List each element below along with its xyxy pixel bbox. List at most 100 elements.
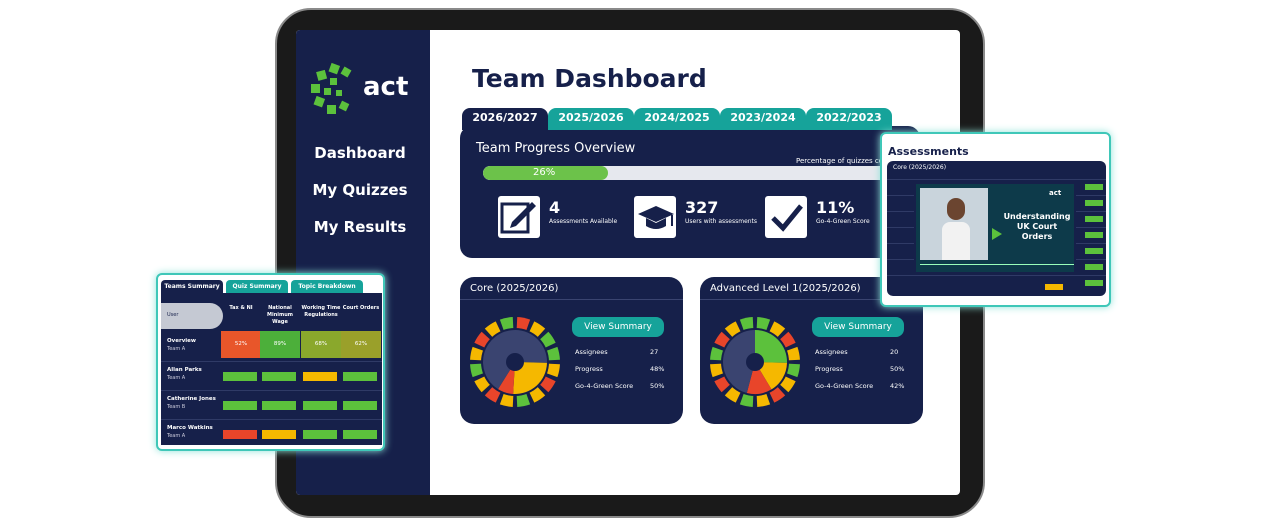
stat-row-label: Assignees bbox=[815, 348, 848, 356]
video-play[interactable] bbox=[992, 228, 1002, 240]
status-bar bbox=[262, 401, 296, 410]
card-divider bbox=[700, 299, 923, 300]
row-divider bbox=[161, 361, 382, 362]
video-title: Understanding UK Court Orders bbox=[1003, 212, 1071, 241]
overview-cell: 52% bbox=[221, 331, 261, 358]
stat-row-label: Progress bbox=[815, 365, 843, 373]
row-team: Team A bbox=[167, 346, 186, 352]
pie-slice bbox=[723, 330, 755, 393]
row-name: Allan Parks bbox=[167, 367, 202, 373]
row-team: Team A bbox=[167, 433, 186, 439]
stat-row-label: Assignees bbox=[575, 348, 608, 356]
stat-row-label: Progress bbox=[575, 365, 603, 373]
nav-item[interactable]: My Results bbox=[313, 218, 407, 236]
donut bbox=[465, 312, 565, 412]
stat-icon bbox=[765, 196, 807, 238]
column-header: Tax & NI bbox=[229, 305, 253, 311]
nav-item[interactable]: Dashboard bbox=[314, 144, 406, 162]
assessment-row-button bbox=[1085, 200, 1103, 206]
icon bbox=[500, 202, 536, 234]
stat-label: Users with assessments bbox=[685, 218, 758, 225]
status-bar bbox=[343, 372, 377, 381]
status-bar bbox=[262, 372, 296, 381]
progress-label: 26% bbox=[533, 167, 556, 178]
teams-tab[interactable]: Quiz Summary bbox=[226, 280, 288, 293]
year-tab[interactable]: 2024/2025 bbox=[634, 108, 720, 130]
status-bar bbox=[343, 401, 377, 410]
stat-row-label: Go-4-Green Score bbox=[815, 382, 874, 390]
pie-slice bbox=[483, 330, 515, 390]
row-divider bbox=[161, 419, 382, 420]
progress-title: Team Progress Overview bbox=[476, 141, 636, 156]
card-title: Core (2025/2026) bbox=[470, 283, 559, 294]
overview-cell: 62% bbox=[341, 331, 381, 358]
user-header-pill bbox=[161, 303, 223, 329]
icon bbox=[638, 206, 674, 229]
teams-table: User Tax & NI National Minimum Wage Working… bbox=[161, 293, 382, 445]
progress-fill bbox=[483, 166, 608, 180]
assessments-popup: Assessments Core (2025/2026) act Underst… bbox=[880, 132, 1111, 307]
stat-label: Go-4-Green Score bbox=[816, 218, 870, 225]
stat-value: 11% bbox=[816, 198, 855, 217]
pie-slice bbox=[498, 362, 515, 394]
assessments-title: Assessments bbox=[888, 145, 969, 158]
status-bar bbox=[303, 372, 337, 381]
assessments-table: Core (2025/2026) act Understanding UK Co… bbox=[887, 161, 1106, 296]
stat-value: 327 bbox=[685, 198, 719, 217]
column-header: Working Time Regulations bbox=[301, 305, 341, 318]
assessment-row-button bbox=[1085, 280, 1103, 286]
stat-row-value: 48% bbox=[650, 365, 665, 373]
teams-tab[interactable]: Teams Summary bbox=[161, 280, 223, 293]
teams-popup: User Tax & NI National Minimum Wage Working… bbox=[156, 273, 385, 451]
video-person-body bbox=[942, 222, 970, 260]
logo-mark bbox=[311, 62, 352, 114]
pie-slice bbox=[755, 330, 787, 363]
pie-slice bbox=[755, 362, 787, 390]
video-person-head bbox=[947, 198, 965, 220]
row-name: Overview bbox=[167, 338, 196, 344]
status-bar bbox=[223, 430, 257, 439]
video-player: act Understanding UK Court Orders bbox=[914, 182, 1076, 274]
view-summary-button[interactable]: View Summary bbox=[812, 317, 904, 337]
stat-label: Assessments Available bbox=[549, 218, 618, 225]
status-bar bbox=[223, 401, 257, 410]
year-tab[interactable]: 2022/2023 bbox=[806, 108, 892, 130]
overview-cell: 89% bbox=[260, 331, 300, 358]
stat-row-value: 42% bbox=[890, 382, 905, 390]
assessment-row-line bbox=[887, 275, 1106, 276]
stat-value: 4 bbox=[549, 198, 561, 217]
screen: act Dashboard My Quizzes My Results Team D… bbox=[296, 30, 960, 495]
logo-text: act bbox=[363, 72, 409, 102]
stat-row-value: 50% bbox=[650, 382, 665, 390]
teams-tab[interactable]: Topic Breakdown bbox=[291, 280, 363, 293]
stat-icon bbox=[498, 196, 540, 238]
stat-row-value: 50% bbox=[890, 365, 905, 373]
card-title: Advanced Level 1(2025/2026) bbox=[710, 283, 861, 294]
pie-slice bbox=[513, 362, 547, 394]
nav-item[interactable]: My Quizzes bbox=[312, 181, 408, 199]
assessment-row-button bbox=[1085, 184, 1103, 190]
assessment-row-line bbox=[887, 179, 1106, 180]
status-bar bbox=[303, 430, 337, 439]
stat-row-value: 20 bbox=[890, 348, 899, 356]
row-name: Marco Watkins bbox=[167, 425, 213, 431]
year-tab[interactable]: 2026/2027 bbox=[462, 108, 548, 130]
assessment-row-button bbox=[1045, 284, 1063, 290]
pie-slice bbox=[515, 330, 547, 363]
progress-panel: Team Progress Overview Percentage of qui… bbox=[460, 126, 920, 258]
year-tab[interactable]: 2025/2026 bbox=[548, 108, 634, 130]
donut-chart bbox=[470, 317, 560, 407]
column-header: Court Orders bbox=[342, 305, 380, 311]
card-divider bbox=[460, 299, 683, 300]
column-header: User bbox=[167, 312, 179, 318]
icon bbox=[771, 204, 803, 232]
status-bar bbox=[262, 430, 296, 439]
view-summary-button[interactable]: View Summary bbox=[572, 317, 664, 337]
row-team: Team A bbox=[167, 375, 186, 381]
overview-cell: 68% bbox=[301, 331, 341, 358]
donut bbox=[705, 312, 805, 412]
row-team: Team B bbox=[167, 404, 186, 410]
year-tab[interactable]: 2023/2024 bbox=[720, 108, 806, 130]
